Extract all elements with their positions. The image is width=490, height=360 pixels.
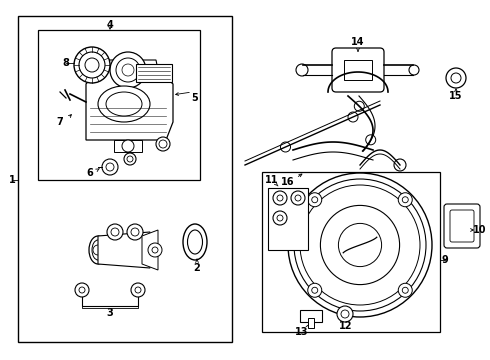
FancyBboxPatch shape bbox=[450, 210, 474, 242]
Circle shape bbox=[85, 58, 99, 72]
Circle shape bbox=[312, 197, 318, 203]
Text: 9: 9 bbox=[441, 255, 448, 265]
Text: 16: 16 bbox=[281, 177, 295, 187]
Text: 13: 13 bbox=[295, 327, 309, 337]
Circle shape bbox=[152, 247, 158, 253]
Circle shape bbox=[277, 195, 283, 201]
Ellipse shape bbox=[92, 240, 104, 260]
Circle shape bbox=[296, 64, 308, 76]
Ellipse shape bbox=[106, 92, 142, 116]
Ellipse shape bbox=[183, 224, 207, 260]
Ellipse shape bbox=[188, 230, 202, 254]
Circle shape bbox=[79, 287, 85, 293]
Circle shape bbox=[127, 224, 143, 240]
Text: 12: 12 bbox=[339, 321, 353, 331]
Circle shape bbox=[294, 179, 426, 311]
Circle shape bbox=[74, 47, 110, 83]
Text: 11: 11 bbox=[265, 175, 279, 185]
Bar bbox=[38, 30, 200, 180]
Circle shape bbox=[308, 283, 322, 297]
Circle shape bbox=[75, 283, 89, 297]
Bar bbox=[344, 60, 372, 80]
Polygon shape bbox=[98, 60, 158, 70]
Circle shape bbox=[291, 191, 305, 205]
Circle shape bbox=[300, 185, 420, 305]
Circle shape bbox=[111, 228, 119, 236]
Circle shape bbox=[79, 52, 105, 78]
Circle shape bbox=[341, 310, 349, 318]
Bar bbox=[300, 310, 322, 322]
Circle shape bbox=[93, 245, 103, 255]
Circle shape bbox=[288, 173, 432, 317]
Text: 2: 2 bbox=[194, 263, 200, 273]
Circle shape bbox=[354, 101, 364, 111]
Text: 6: 6 bbox=[87, 168, 94, 178]
Circle shape bbox=[398, 193, 412, 207]
Bar bbox=[114, 140, 142, 152]
Circle shape bbox=[116, 58, 140, 82]
Circle shape bbox=[159, 140, 167, 148]
Ellipse shape bbox=[89, 236, 107, 264]
Circle shape bbox=[451, 73, 461, 83]
Circle shape bbox=[131, 283, 145, 297]
FancyBboxPatch shape bbox=[332, 48, 384, 92]
Polygon shape bbox=[98, 232, 150, 268]
Bar bbox=[268, 188, 308, 250]
Circle shape bbox=[312, 287, 318, 293]
Circle shape bbox=[409, 65, 419, 75]
Circle shape bbox=[337, 306, 353, 322]
Text: 8: 8 bbox=[63, 58, 70, 68]
Text: 7: 7 bbox=[57, 117, 63, 127]
Circle shape bbox=[280, 142, 291, 152]
Circle shape bbox=[122, 64, 134, 76]
Ellipse shape bbox=[98, 86, 150, 122]
Circle shape bbox=[366, 135, 376, 145]
Circle shape bbox=[131, 228, 139, 236]
Circle shape bbox=[107, 224, 123, 240]
Polygon shape bbox=[86, 70, 173, 140]
Text: 1: 1 bbox=[9, 175, 15, 185]
Text: 15: 15 bbox=[449, 91, 463, 101]
Text: 5: 5 bbox=[192, 93, 198, 103]
FancyBboxPatch shape bbox=[444, 204, 480, 248]
Bar bbox=[18, 16, 232, 342]
Circle shape bbox=[402, 287, 408, 293]
Circle shape bbox=[339, 224, 382, 267]
Circle shape bbox=[273, 211, 287, 225]
Bar bbox=[262, 172, 440, 332]
Circle shape bbox=[398, 283, 412, 297]
Text: 14: 14 bbox=[351, 37, 365, 47]
Circle shape bbox=[106, 163, 114, 171]
Circle shape bbox=[127, 156, 133, 162]
Circle shape bbox=[110, 52, 146, 88]
Circle shape bbox=[394, 159, 406, 171]
Circle shape bbox=[156, 137, 170, 151]
Text: 10: 10 bbox=[473, 225, 487, 235]
Circle shape bbox=[308, 193, 322, 207]
Text: 4: 4 bbox=[107, 20, 113, 30]
Circle shape bbox=[124, 153, 136, 165]
Circle shape bbox=[446, 68, 466, 88]
Circle shape bbox=[273, 191, 287, 205]
Circle shape bbox=[148, 243, 162, 257]
Circle shape bbox=[320, 206, 400, 285]
Circle shape bbox=[277, 215, 283, 221]
Bar bbox=[136, 64, 172, 82]
Circle shape bbox=[102, 159, 118, 175]
Circle shape bbox=[402, 197, 408, 203]
Bar bbox=[308, 318, 314, 328]
Circle shape bbox=[348, 112, 358, 122]
Text: 3: 3 bbox=[107, 308, 113, 318]
Circle shape bbox=[122, 140, 134, 152]
Circle shape bbox=[135, 287, 141, 293]
Polygon shape bbox=[142, 230, 158, 270]
Circle shape bbox=[295, 195, 301, 201]
